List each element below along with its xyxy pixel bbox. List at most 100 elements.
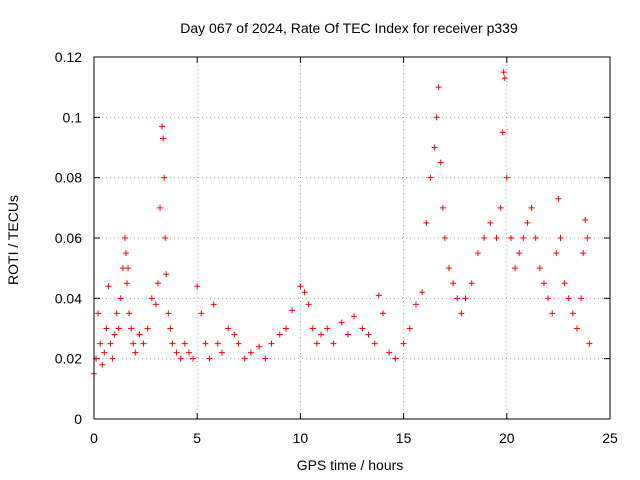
data-point — [262, 355, 269, 362]
data-point — [125, 265, 132, 272]
data-point — [324, 325, 331, 332]
axis-ticks — [93, 56, 611, 420]
y-tick-label: 0.12 — [55, 49, 82, 65]
data-point — [177, 355, 184, 362]
data-point — [446, 265, 453, 272]
x-tick-labels: 0 5 10 15 20 25 — [90, 430, 618, 446]
data-point — [561, 280, 568, 287]
data-point — [359, 325, 366, 332]
data-point — [121, 235, 128, 241]
data-point — [113, 310, 120, 317]
data-point — [154, 280, 161, 287]
data-point — [301, 289, 308, 296]
data-point — [569, 310, 576, 317]
data-point — [493, 235, 500, 241]
data-point — [282, 325, 289, 332]
data-point — [553, 250, 560, 257]
data-point — [584, 235, 591, 241]
data-point — [557, 235, 564, 241]
data-point — [163, 271, 170, 278]
data-point — [516, 250, 523, 257]
chart-title: Day 067 of 2024, Rate Of TEC Index for r… — [180, 20, 518, 36]
data-point — [305, 301, 312, 308]
data-point — [582, 216, 589, 223]
x-tick-label: 5 — [193, 430, 201, 446]
data-point — [481, 235, 488, 241]
data-point — [247, 349, 254, 356]
data-point — [375, 292, 382, 299]
data-point — [344, 331, 351, 338]
data-point — [202, 340, 209, 347]
y-tick-label: 0.1 — [63, 109, 83, 125]
data-point — [161, 174, 168, 181]
data-point — [136, 331, 143, 338]
data-point — [427, 174, 434, 181]
data-point — [206, 355, 213, 362]
y-tick-label: 0 — [74, 411, 82, 427]
data-point — [573, 325, 580, 332]
data-point — [386, 349, 393, 356]
data-point — [241, 355, 248, 362]
y-tick-label: 0.08 — [55, 170, 82, 186]
data-point — [144, 325, 151, 332]
data-point — [313, 340, 320, 347]
data-points — [91, 69, 593, 377]
grid-lines — [94, 57, 610, 419]
data-point — [130, 340, 137, 347]
data-point — [524, 219, 531, 226]
data-point — [330, 340, 337, 347]
data-point — [520, 235, 527, 241]
data-point — [503, 174, 510, 181]
data-point — [231, 331, 238, 338]
data-point — [512, 265, 519, 272]
data-point — [501, 75, 508, 82]
data-point — [140, 340, 147, 347]
data-point — [497, 204, 504, 211]
x-tick-label: 25 — [602, 430, 618, 446]
data-point — [318, 331, 325, 338]
data-point — [419, 289, 426, 296]
x-axis-label: GPS time / hours — [297, 457, 404, 473]
data-point — [474, 250, 481, 257]
data-point — [210, 301, 217, 308]
data-point — [169, 340, 176, 347]
data-point — [545, 295, 552, 302]
y-tick-label: 0.02 — [55, 351, 82, 367]
data-point — [225, 325, 232, 332]
data-point — [128, 325, 135, 332]
data-point — [190, 355, 197, 362]
data-point — [157, 204, 164, 211]
x-tick-label: 10 — [293, 430, 309, 446]
data-point — [435, 84, 442, 91]
data-point — [105, 283, 112, 290]
data-point — [565, 295, 572, 302]
data-point — [500, 69, 507, 76]
y-axis-label: ROTI / TECUs — [5, 195, 21, 285]
x-tick-label: 20 — [499, 430, 515, 446]
data-point — [454, 295, 461, 302]
data-point — [439, 204, 446, 211]
data-point — [276, 331, 283, 338]
data-point — [165, 310, 172, 317]
y-tick-label: 0.04 — [55, 290, 82, 306]
data-point — [392, 355, 399, 362]
data-point — [167, 325, 174, 332]
y-tick-label: 0.06 — [55, 230, 82, 246]
data-point — [412, 301, 419, 308]
data-point — [536, 265, 543, 272]
data-point — [400, 340, 407, 347]
data-point — [540, 280, 547, 287]
data-point — [148, 295, 155, 302]
data-point — [162, 235, 169, 241]
data-point — [119, 265, 126, 272]
plot-frame — [93, 56, 611, 420]
data-point — [117, 295, 124, 302]
data-point — [586, 340, 593, 347]
data-point — [450, 280, 457, 287]
data-point — [235, 340, 242, 347]
data-point — [159, 123, 166, 130]
data-point — [441, 235, 448, 241]
data-point — [115, 325, 122, 332]
data-point — [109, 355, 116, 362]
